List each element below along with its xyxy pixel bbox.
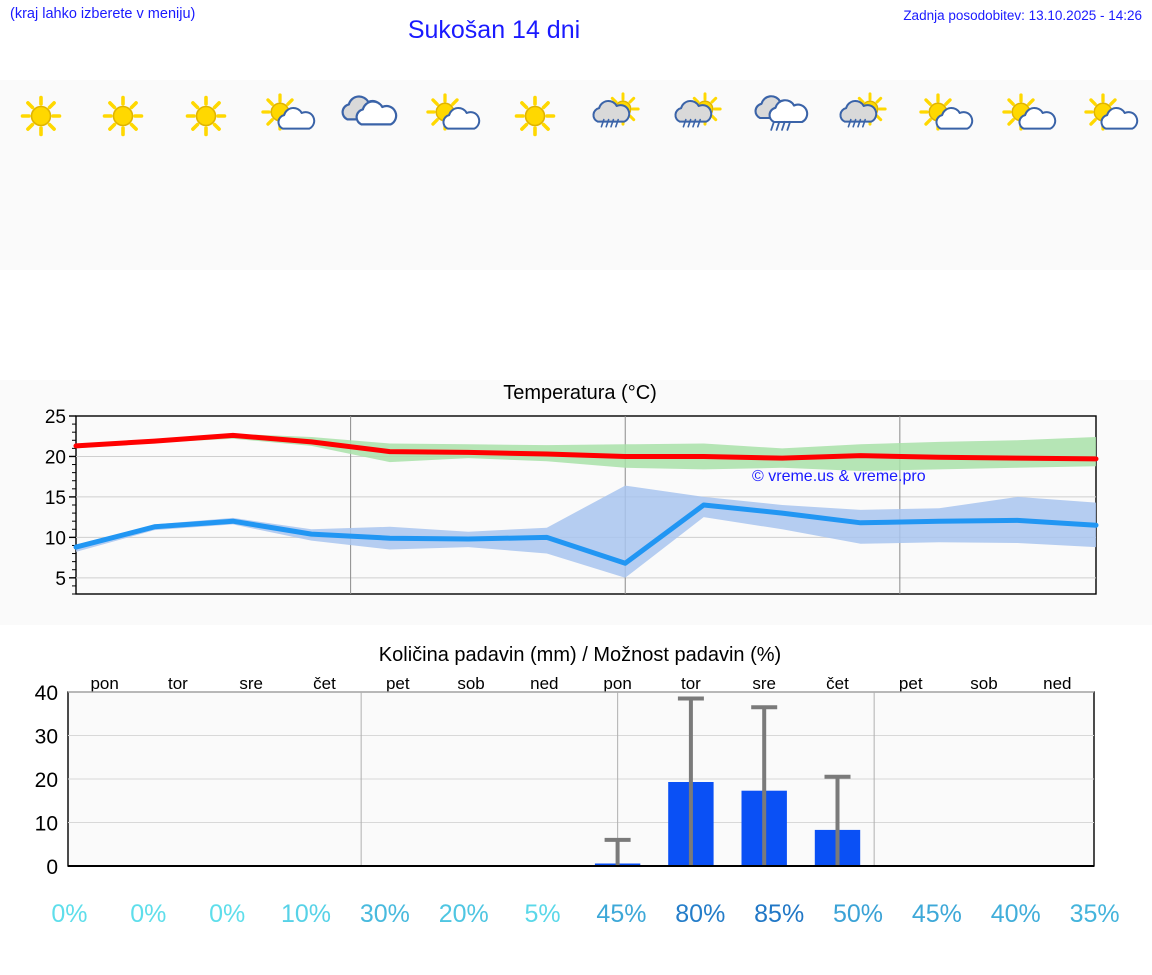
sun-cloud-icon bbox=[997, 92, 1061, 142]
svg-text:20: 20 bbox=[35, 769, 58, 792]
day-column[interactable] bbox=[329, 80, 411, 270]
page-header: (kraj lahko izberete v meniju) Sukošan 1… bbox=[0, 0, 1152, 72]
svg-text:5: 5 bbox=[55, 569, 66, 590]
precipitation-probability: 35% bbox=[1069, 900, 1120, 928]
sun-cloud-icon bbox=[914, 92, 978, 142]
precipitation-probability: 0% bbox=[130, 900, 167, 928]
precipitation-probability: 80% bbox=[675, 900, 726, 928]
copyright-watermark: © vreme.us & vreme.pro bbox=[752, 468, 926, 485]
precipitation-probability: 5% bbox=[524, 900, 561, 928]
last-updated-label: Zadnja posodobitev: 13.10.2025 - 14:26 bbox=[903, 8, 1142, 23]
sun-icon bbox=[503, 92, 567, 142]
cloud-rain-icon bbox=[750, 92, 814, 142]
temperature-plot: 5 10 15 20 25 bbox=[0, 407, 1152, 623]
sun-cloud-rain-icon bbox=[585, 92, 649, 142]
sun-cloud-icon bbox=[1079, 92, 1143, 142]
svg-text:15: 15 bbox=[45, 488, 66, 509]
precipitation-day-label: sob bbox=[970, 674, 998, 693]
svg-text:0: 0 bbox=[46, 856, 58, 879]
day-column[interactable] bbox=[165, 80, 247, 270]
precipitation-probability-row: 0% 0% 0% 10% 30% 20% 5% 45% 80% 85% 50% 45% 40% 35% bbox=[30, 900, 1134, 929]
precipitation-day-label: čet bbox=[826, 674, 849, 693]
precipitation-probability: 0% bbox=[51, 900, 88, 928]
day-column[interactable] bbox=[247, 80, 329, 270]
day-column[interactable] bbox=[658, 80, 740, 270]
sun-cloud-icon bbox=[421, 92, 485, 142]
day-column[interactable] bbox=[576, 80, 658, 270]
sun-cloud-rain-icon bbox=[667, 92, 731, 142]
precipitation-day-label: pon bbox=[603, 674, 632, 693]
precipitation-day-label: ned bbox=[530, 674, 559, 693]
cloud-icon bbox=[338, 92, 402, 142]
precipitation-probability: 30% bbox=[359, 900, 410, 928]
precipitation-probability: 45% bbox=[911, 900, 962, 928]
precipitation-day-label: tor bbox=[680, 674, 701, 693]
temperature-chart-section: Temperatura (°C) 5 10 15 20 25 bbox=[0, 380, 1152, 625]
day-column[interactable] bbox=[823, 80, 905, 270]
precipitation-day-labels: pon tor sre čet pet sob ned pon tor sre čet pet sob n… bbox=[68, 674, 1094, 696]
svg-text:20: 20 bbox=[45, 447, 66, 468]
day-column[interactable] bbox=[1070, 80, 1152, 270]
precipitation-day-label: pet bbox=[385, 674, 410, 693]
precipitation-probability: 0% bbox=[209, 900, 246, 928]
sun-icon bbox=[91, 92, 155, 142]
precipitation-probability: 10% bbox=[280, 900, 332, 928]
sun-icon bbox=[9, 92, 73, 142]
day-column[interactable] bbox=[494, 80, 576, 270]
precipitation-day-label: ned bbox=[1043, 674, 1072, 693]
precipitation-chart-title: Količina padavin (mm) / Možnost padavin … bbox=[378, 644, 782, 666]
sun-icon bbox=[174, 92, 238, 142]
svg-text:10: 10 bbox=[45, 528, 66, 549]
precipitation-probability: 40% bbox=[990, 900, 1041, 928]
precipitation-day-label: tor bbox=[168, 674, 188, 693]
precipitation-day-label: pet bbox=[898, 674, 923, 693]
svg-text:40: 40 bbox=[35, 682, 58, 705]
precipitation-day-label: sre bbox=[239, 674, 264, 693]
precipitation-probability: 50% bbox=[833, 900, 884, 928]
page-title: Sukošan 14 dni bbox=[407, 16, 581, 44]
precipitation-chart-section: Količina padavin (mm) / Možnost padavin … bbox=[0, 638, 1152, 975]
precipitation-day-label: sob bbox=[457, 674, 485, 693]
precipitation-plot: 0 10 20 30 40 bbox=[0, 676, 1152, 898]
sun-cloud-icon bbox=[256, 92, 320, 142]
precipitation-day-label: čet bbox=[313, 674, 336, 693]
svg-text:25: 25 bbox=[45, 408, 66, 428]
svg-text:10: 10 bbox=[35, 813, 58, 836]
precipitation-day-label: pon bbox=[90, 674, 119, 693]
day-column[interactable] bbox=[0, 80, 82, 270]
daily-forecast-strip bbox=[0, 80, 1152, 270]
precipitation-probability: 45% bbox=[596, 900, 647, 928]
location-menu-hint: (kraj lahko izberete v meniju) bbox=[10, 6, 196, 22]
day-column[interactable] bbox=[905, 80, 987, 270]
day-column[interactable] bbox=[987, 80, 1069, 270]
sun-cloud-rain-icon bbox=[832, 92, 896, 142]
precipitation-probability: 20% bbox=[438, 900, 489, 928]
day-column[interactable] bbox=[411, 80, 493, 270]
precipitation-day-label: sre bbox=[752, 674, 776, 693]
svg-text:30: 30 bbox=[35, 726, 58, 749]
day-column[interactable] bbox=[741, 80, 823, 270]
precipitation-probability: 85% bbox=[754, 900, 805, 928]
day-column[interactable] bbox=[82, 80, 164, 270]
temperature-chart-title: Temperatura (°C) bbox=[503, 382, 657, 404]
